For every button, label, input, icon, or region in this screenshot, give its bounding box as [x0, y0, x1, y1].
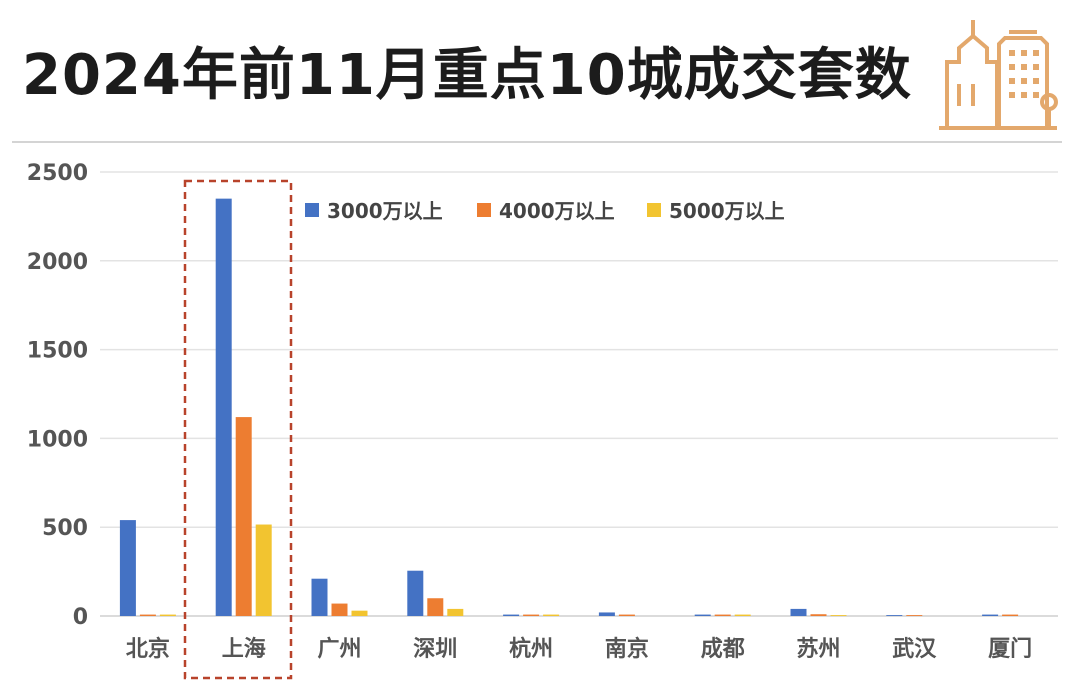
bar-广州-series-3: [351, 610, 368, 616]
bar-苏州-series-1: [790, 608, 807, 616]
y-tick-label: 500: [42, 516, 88, 541]
legend-swatch: [477, 203, 491, 217]
x-category-label: 苏州: [796, 636, 840, 662]
x-category-label: 北京: [126, 636, 170, 662]
highlight-box: [183, 179, 293, 680]
legend: 3000万以上 4000万以上 5000万以上: [305, 199, 785, 223]
bar-南京-series-1: [598, 612, 615, 616]
building-icon: [939, 20, 1058, 130]
chart-title: 2024年前11月重点10城成交套数: [22, 43, 912, 108]
legend-label: 5000万以上: [669, 199, 785, 223]
bar-杭州-series-3: [543, 614, 560, 616]
bar-北京-series-3: [159, 614, 176, 616]
bar-杭州-series-2: [523, 614, 540, 616]
y-axis-ticks: 0 500 1000 1500 2000 2500: [27, 161, 88, 630]
bar-厦门-series-1: [982, 614, 999, 616]
bar-深圳-series-3: [447, 608, 464, 616]
legend-swatch: [305, 203, 319, 217]
x-category-label: 武汉: [892, 637, 937, 662]
y-tick-label: 2000: [27, 250, 88, 275]
x-category-label: 上海: [222, 636, 266, 662]
y-tick-label: 1500: [27, 339, 88, 364]
bar-苏州-series-2: [810, 614, 827, 616]
x-category-label: 杭州: [509, 636, 553, 662]
bar-成都-series-2: [714, 614, 731, 616]
x-category-label: 南京: [605, 636, 649, 662]
bar-杭州-series-1: [503, 614, 520, 616]
bar-上海-series-3: [255, 524, 272, 616]
legend-swatch: [647, 203, 661, 217]
bar-深圳-series-1: [407, 570, 424, 616]
bars: [119, 198, 1019, 616]
x-axis-categories: 北京 上海 广州 深圳 杭州 南京 成都 苏州 武汉 厦门: [126, 636, 1032, 662]
bar-南京-series-2: [618, 614, 635, 616]
bar-广州-series-1: [311, 578, 328, 616]
legend-label: 4000万以上: [499, 199, 615, 223]
y-tick-label: 0: [73, 605, 88, 630]
bar-北京-series-1: [119, 520, 136, 616]
y-tick-label: 2500: [27, 161, 88, 186]
bar-成都-series-3: [734, 614, 751, 616]
bar-广州-series-2: [331, 603, 348, 616]
bar-北京-series-2: [139, 614, 156, 616]
legend-label: 3000万以上: [327, 199, 443, 223]
bar-上海-series-1: [215, 198, 232, 616]
x-category-label: 广州: [317, 636, 361, 662]
bar-深圳-series-2: [427, 598, 444, 616]
bar-武汉-series-2: [906, 615, 923, 616]
title-divider: [12, 141, 1062, 143]
bar-chart: 0 500 1000 1500 2000 2500 北京 上海 广州 深圳 杭州 南京 成都 苏州 武汉 厦…: [27, 161, 1058, 680]
x-category-label: 厦门: [988, 636, 1032, 662]
bar-武汉-series-1: [886, 615, 903, 616]
y-tick-label: 1000: [27, 427, 88, 452]
bar-苏州-series-3: [830, 615, 847, 616]
bar-上海-series-2: [235, 417, 252, 616]
bar-厦门-series-2: [1002, 614, 1019, 616]
bar-成都-series-1: [694, 614, 711, 616]
x-category-label: 深圳: [413, 637, 457, 662]
x-category-label: 成都: [701, 637, 745, 662]
